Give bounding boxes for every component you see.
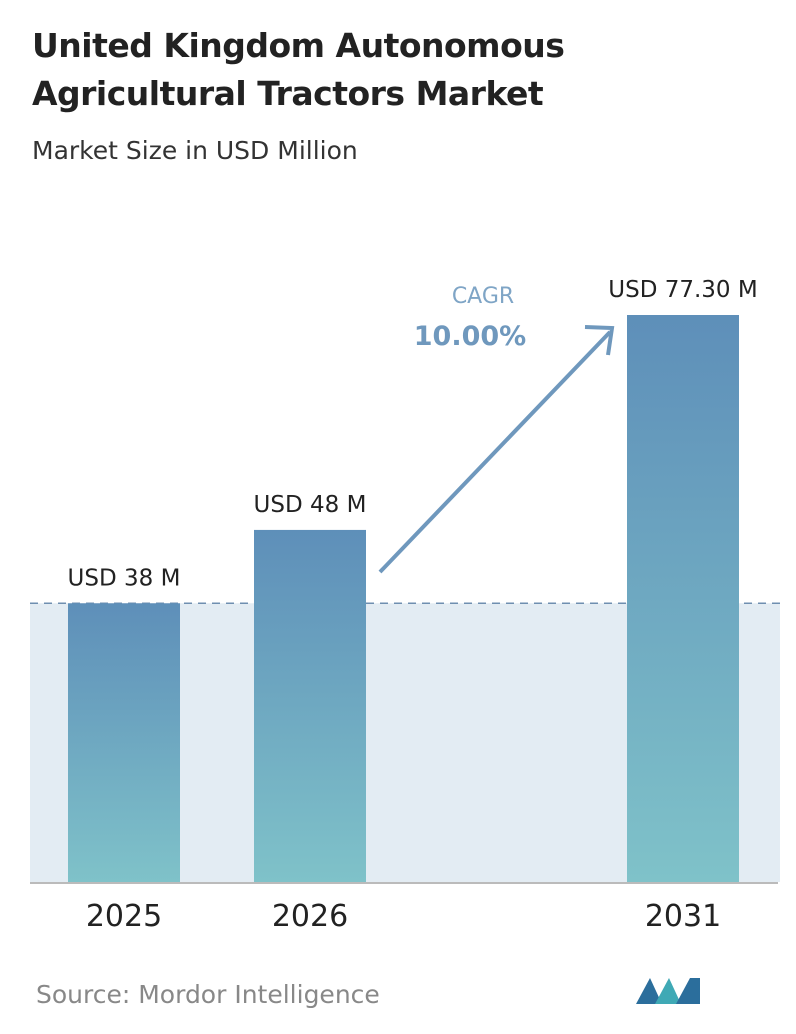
cagr-label: CAGR bbox=[452, 284, 514, 309]
value-label: USD 48 M bbox=[254, 492, 367, 518]
x-tick-label: 2025 bbox=[86, 899, 162, 934]
x-tick-label: 2026 bbox=[272, 899, 348, 934]
logo-shape bbox=[676, 978, 700, 1004]
bar bbox=[627, 315, 739, 882]
logo-shape bbox=[655, 978, 681, 1004]
logo-shape bbox=[636, 978, 662, 1004]
value-label: USD 38 M bbox=[68, 565, 181, 591]
chart-subtitle: Market Size in USD Million bbox=[32, 136, 358, 165]
arrow-head bbox=[584, 325, 615, 356]
cagr-value: 10.00% bbox=[414, 321, 526, 352]
value-label: USD 77.30 M bbox=[608, 277, 757, 303]
chart-title: United Kingdom Autonomous Agricultural T… bbox=[32, 26, 565, 113]
bar bbox=[254, 529, 366, 882]
source: Source: Mordor Intelligence bbox=[36, 980, 380, 1009]
logo bbox=[636, 978, 700, 1004]
x-tick-label: 2031 bbox=[645, 899, 721, 934]
bar bbox=[68, 603, 180, 882]
cagr-arrow bbox=[378, 330, 612, 574]
